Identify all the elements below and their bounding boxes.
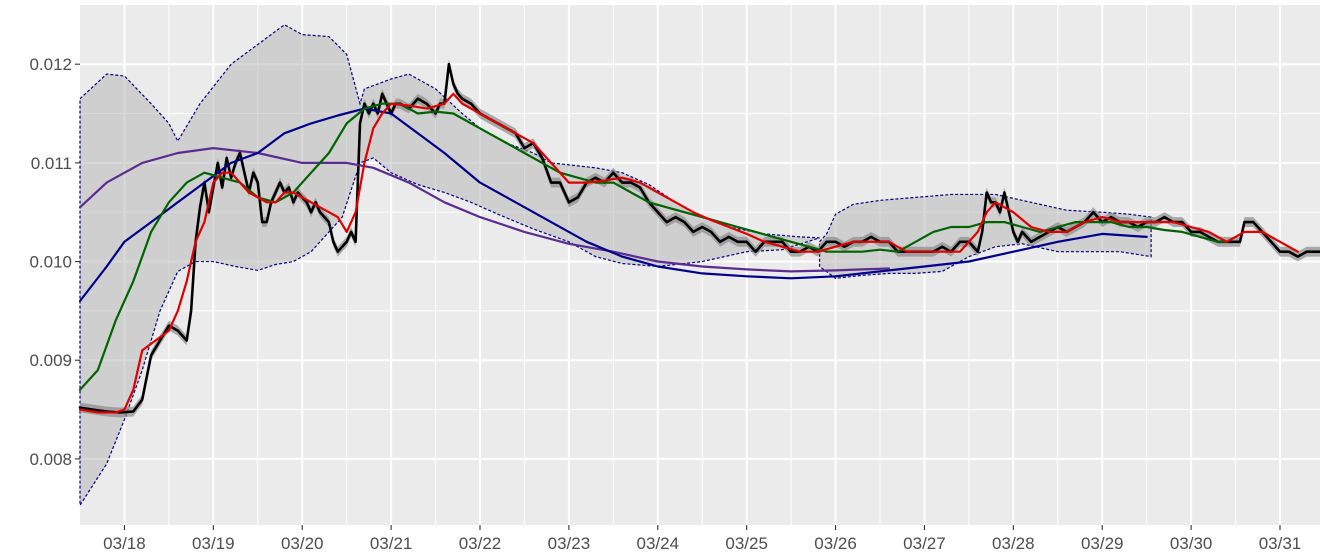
y-tick-label: 0.012 — [29, 55, 72, 74]
y-tick-label: 0.010 — [29, 253, 72, 272]
x-tick-label: 03/25 — [725, 534, 768, 553]
y-tick-label: 0.009 — [29, 351, 72, 370]
x-tick-label: 03/26 — [814, 534, 857, 553]
x-axis: 03/18 03/19 03/20 03/21 03/22 03/23 03/24 03/25… — [103, 525, 1301, 553]
x-tick-label: 03/30 — [1170, 534, 1213, 553]
series-line-ma-short — [78, 92, 1299, 414]
x-tick-label: 03/21 — [370, 534, 413, 553]
x-tick-label: 03/23 — [548, 534, 591, 553]
series-line-ma-longest — [78, 147, 890, 273]
y-tick-label: 0.011 — [31, 154, 72, 173]
x-tick-label: 03/22 — [459, 534, 502, 553]
x-tick-label: 03/29 — [1081, 534, 1124, 553]
envelope-bands — [79, 24, 1152, 508]
envelope-band-2 — [818, 193, 1152, 279]
y-tick-label: 0.008 — [29, 450, 72, 469]
envelope-band-1 — [79, 24, 820, 508]
x-tick-label: 03/19 — [192, 534, 235, 553]
x-tick-label: 03/20 — [281, 534, 324, 553]
x-tick-label: 03/28 — [992, 534, 1035, 553]
x-tick-label: 03/27 — [903, 534, 946, 553]
series-lines — [78, 62, 1320, 414]
y-axis: 0.008 0.009 0.010 0.011 0.012 — [29, 55, 80, 469]
series-line-ma-long — [78, 107, 1148, 303]
x-tick-label: 03/31 — [1259, 534, 1302, 553]
x-tick-label: 03/18 — [103, 534, 146, 553]
x-tick-label: 03/24 — [637, 534, 680, 553]
